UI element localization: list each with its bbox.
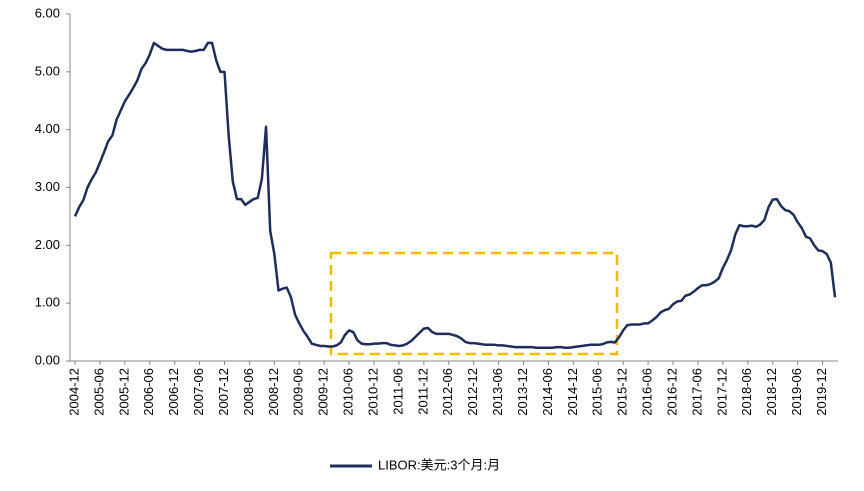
x-tick-label: 2012-12 (465, 368, 480, 416)
x-tick-label: 2008-06 (241, 368, 256, 416)
y-tick-label: 1.00 (35, 295, 60, 310)
x-tick-label: 2019-12 (814, 368, 829, 416)
y-tick-label: 6.00 (35, 5, 60, 20)
x-tick-label: 2013-12 (515, 368, 530, 416)
x-tick-label: 2017-12 (714, 368, 729, 416)
x-tick-label: 2014-06 (540, 368, 555, 416)
x-tick-label: 2011-12 (415, 368, 430, 415)
highlight-box (329, 251, 619, 356)
y-tick-label: 2.00 (35, 237, 60, 252)
x-tick-label: 2016-06 (640, 368, 655, 416)
line-series (73, 41, 837, 349)
x-tick-label: 2010-12 (365, 368, 380, 416)
legend-label: LIBOR:美元:3个月:月 (378, 457, 500, 472)
y-tick-label: 4.00 (35, 121, 60, 136)
x-tick-label: 2007-12 (216, 368, 231, 416)
x-tick-label: 2008-12 (266, 368, 281, 416)
x-tick-label: 2004-12 (66, 368, 81, 416)
x-tick-label: 2006-06 (141, 368, 156, 416)
y-tick-label: 0.00 (35, 352, 60, 367)
x-tick-label: 2015-06 (590, 368, 605, 416)
x-tick-label: 2005-06 (91, 368, 106, 416)
x-tick-label: 2009-06 (291, 368, 306, 416)
x-tick-label: 2013-06 (490, 368, 505, 416)
x-tick-label: 2012-06 (440, 368, 455, 416)
x-tick-label: 2016-12 (664, 368, 679, 416)
x-tick-label: 2005-12 (116, 368, 131, 416)
x-tick-label: 2019-06 (789, 368, 804, 416)
x-tick-label: 2018-06 (739, 368, 754, 416)
x-tick-label: 2014-12 (565, 368, 580, 416)
x-tick-label: 2017-06 (689, 368, 704, 416)
x-tick-label: 2007-06 (191, 368, 206, 416)
y-tick-label: 5.00 (35, 63, 60, 78)
x-tick-label: 2018-12 (764, 368, 779, 416)
x-tick-label: 2009-12 (316, 368, 331, 416)
x-tick-label: 2006-12 (166, 368, 181, 416)
x-tick-label: 2010-06 (341, 368, 356, 416)
x-tick-label: 2015-12 (615, 368, 630, 416)
y-tick-label: 3.00 (35, 179, 60, 194)
x-tick-label: 2011-06 (390, 368, 405, 415)
